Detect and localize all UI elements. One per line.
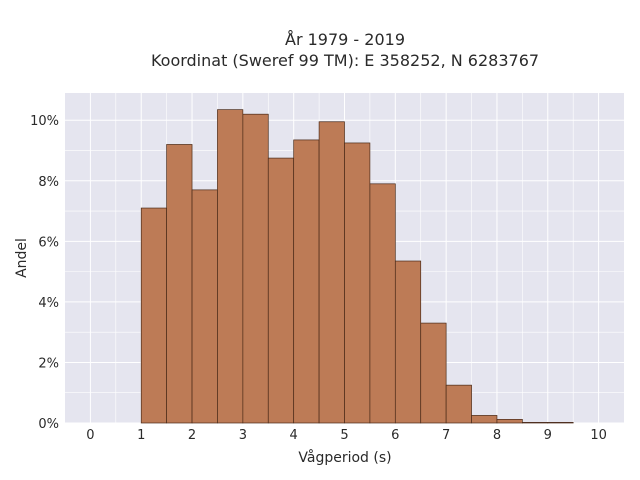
- y-tick-label: 8%: [38, 175, 59, 190]
- x-axis-label: Vågperiod (s): [298, 449, 391, 466]
- y-tick-label: 4%: [38, 296, 59, 311]
- histogram-bar: [445, 384, 472, 424]
- x-tick-label: 0: [86, 428, 94, 443]
- x-tick-label: 9: [544, 428, 552, 443]
- histogram-bar: [140, 207, 167, 424]
- histogram-bar: [471, 415, 498, 424]
- y-tick-labels: 0% 2% 4% 6% 8% 10%: [30, 114, 59, 432]
- x-tick-label: 1: [137, 428, 145, 443]
- y-axis-label: Andel: [14, 238, 30, 278]
- histogram-bar: [522, 422, 549, 424]
- histogram-bar: [242, 113, 269, 424]
- x-tick-label: 8: [493, 428, 501, 443]
- histogram-bar: [293, 139, 320, 424]
- histogram-bar: [267, 157, 295, 424]
- y-tick-label: 2%: [38, 356, 59, 371]
- histogram-bar: [369, 183, 396, 424]
- x-tick-label: 3: [239, 428, 247, 443]
- bars: [140, 109, 574, 424]
- histogram-bar: [217, 109, 244, 424]
- x-tick-label: 6: [391, 428, 399, 443]
- x-tick-label: 4: [290, 428, 298, 443]
- chart-title-line1: År 1979 - 2019: [285, 30, 405, 49]
- x-tick-label: 10: [590, 428, 607, 443]
- y-tick-label: 6%: [38, 235, 59, 250]
- histogram-bar: [420, 322, 447, 424]
- x-tick-label: 7: [442, 428, 450, 443]
- y-tick-label: 0%: [38, 417, 59, 432]
- histogram-bar: [496, 419, 523, 424]
- histogram-bar: [318, 121, 345, 424]
- histogram-bar: [344, 142, 371, 424]
- x-tick-label: 2: [188, 428, 196, 443]
- x-tick-labels: 0 1 2 3 4 5 6 7 8 9 10: [86, 428, 607, 443]
- histogram-bar: [547, 422, 574, 424]
- chart-title-line2: Koordinat (Sweref 99 TM): E 358252, N 62…: [151, 51, 539, 70]
- x-tick-label: 5: [340, 428, 348, 443]
- histogram-bar: [166, 144, 193, 424]
- histogram-bar: [191, 189, 218, 424]
- y-tick-label: 10%: [30, 114, 59, 129]
- histogram-bar: [394, 260, 422, 424]
